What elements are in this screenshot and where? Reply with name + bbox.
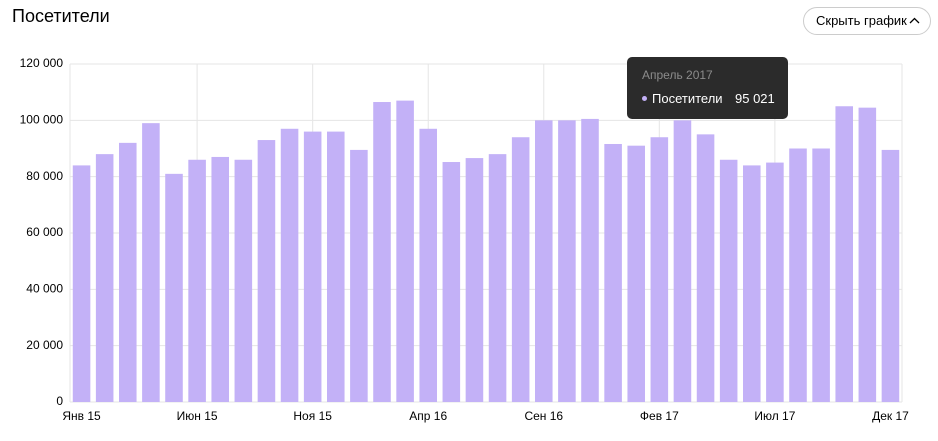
bar (558, 120, 576, 402)
x-tick-label: Июн 15 (177, 409, 218, 423)
bar (812, 148, 830, 402)
bar (742, 165, 761, 402)
y-tick-label: 80 000 (26, 169, 63, 183)
bar (673, 120, 692, 402)
bar (142, 123, 160, 403)
bar (326, 131, 345, 402)
bar (257, 140, 276, 403)
tooltip-dot (642, 96, 647, 101)
tooltip: Апрель 2017 Посетители 95 021 (627, 57, 788, 119)
bar (373, 102, 391, 403)
page-title: Посетители (12, 6, 110, 26)
x-tick-label: Апр 16 (409, 409, 447, 423)
bar (858, 107, 877, 403)
bar (719, 159, 738, 402)
x-tick-label: Янв 15 (62, 409, 101, 423)
bar (118, 142, 137, 402)
y-tick-label: 0 (56, 394, 63, 408)
bar (627, 145, 646, 402)
tooltip-label: Посетители (652, 91, 723, 106)
bar (396, 100, 414, 402)
bar (211, 156, 230, 402)
bar (165, 173, 183, 402)
bar (604, 143, 622, 402)
y-tick-label: 20 000 (26, 338, 63, 352)
x-tick-label: Сен 16 (524, 409, 563, 423)
chevron-icon (909, 17, 920, 24)
bar (789, 148, 807, 402)
bar (534, 120, 553, 402)
bar (419, 128, 438, 403)
bar (581, 118, 599, 403)
bar (881, 149, 900, 402)
bar (280, 128, 299, 403)
bar (835, 106, 854, 402)
tooltip-value: 95 021 (735, 91, 775, 106)
bar (766, 162, 784, 402)
bar (650, 137, 669, 402)
bar (350, 149, 368, 402)
bar (511, 137, 530, 402)
x-tick-label: Дек 17 (872, 409, 909, 423)
bar (696, 134, 715, 402)
y-tick-label: 60 000 (26, 225, 63, 239)
bar (188, 159, 206, 402)
bar (488, 154, 507, 402)
y-tick-label: 120 000 (20, 56, 64, 70)
bar (442, 162, 461, 402)
x-tick-label: Фев 17 (640, 409, 679, 423)
x-tick-label: Ноя 15 (293, 409, 332, 423)
hide-chart-button[interactable]: Скрыть график (803, 7, 931, 35)
y-tick-label: 40 000 (26, 282, 63, 296)
button-label: Скрыть график (816, 13, 907, 28)
bar (72, 165, 91, 402)
bar (234, 159, 253, 402)
bar (303, 131, 322, 402)
chart: 0 20 000 40 000 60 000 80 000 100 000 120 000 Я… (20, 56, 910, 423)
y-tick-label: 100 000 (20, 113, 64, 127)
x-tick-label: Июл 17 (754, 409, 795, 423)
bar (465, 158, 484, 402)
tooltip-title: Апрель 2017 (642, 68, 713, 82)
bar (95, 154, 114, 402)
